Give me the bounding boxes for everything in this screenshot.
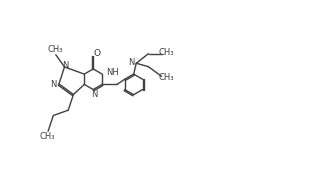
Text: CH₃: CH₃ (158, 48, 174, 57)
Text: N: N (91, 90, 97, 99)
Text: CH₃: CH₃ (158, 73, 174, 82)
Text: CH₃: CH₃ (39, 132, 55, 141)
Text: O: O (94, 49, 101, 58)
Text: N: N (129, 58, 135, 67)
Text: NH: NH (106, 68, 119, 77)
Text: N: N (50, 80, 57, 89)
Text: CH₃: CH₃ (47, 45, 63, 54)
Text: N: N (62, 61, 69, 70)
